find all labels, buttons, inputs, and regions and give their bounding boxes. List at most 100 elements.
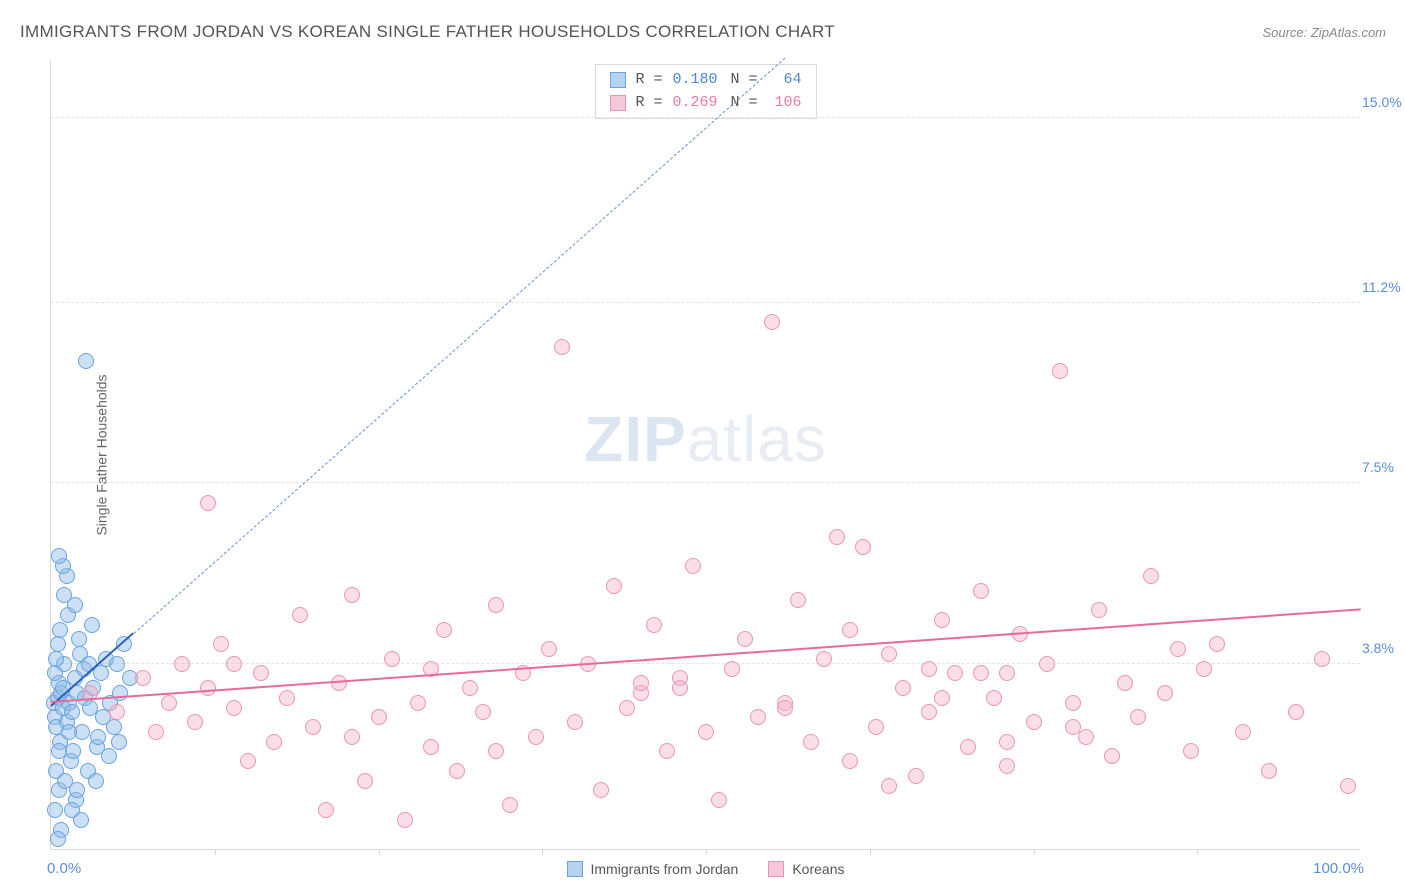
data-point-koreans xyxy=(737,631,753,647)
data-point-koreans xyxy=(488,597,504,613)
data-point-koreans xyxy=(947,665,963,681)
scatter-plot: ZIPatlas Single Father Households R =0.1… xyxy=(50,60,1360,850)
data-point-jordan xyxy=(101,748,117,764)
data-point-koreans xyxy=(659,743,675,759)
data-point-koreans xyxy=(816,651,832,667)
data-point-jordan xyxy=(90,729,106,745)
legend-swatch-icon xyxy=(609,95,625,111)
title-bar: IMMIGRANTS FROM JORDAN VS KOREAN SINGLE … xyxy=(20,22,1386,42)
grid-line xyxy=(51,482,1360,483)
data-point-jordan xyxy=(64,802,80,818)
data-point-koreans xyxy=(109,704,125,720)
series-legend: Immigrants from Jordan Koreans xyxy=(567,861,845,877)
data-point-koreans xyxy=(357,773,373,789)
data-point-koreans xyxy=(593,782,609,798)
data-point-koreans xyxy=(921,704,937,720)
data-point-koreans xyxy=(934,612,950,628)
data-point-jordan xyxy=(109,656,125,672)
data-point-koreans xyxy=(528,729,544,745)
data-point-koreans xyxy=(803,734,819,750)
data-point-koreans xyxy=(790,592,806,608)
grid-line xyxy=(51,663,1360,664)
data-point-koreans xyxy=(698,724,714,740)
data-point-jordan xyxy=(61,724,77,740)
data-point-koreans xyxy=(200,495,216,511)
data-point-koreans xyxy=(764,314,780,330)
x-tick xyxy=(870,849,871,855)
legend-swatch-icon xyxy=(768,861,784,877)
data-point-koreans xyxy=(449,763,465,779)
data-point-koreans xyxy=(646,617,662,633)
data-point-koreans xyxy=(475,704,491,720)
legend-n-label: N = xyxy=(731,69,758,92)
data-point-koreans xyxy=(161,695,177,711)
data-point-koreans xyxy=(200,680,216,696)
x-tick xyxy=(379,849,380,855)
legend-n-value: 64 xyxy=(768,69,802,92)
y-tick-label: 3.8% xyxy=(1362,640,1406,656)
y-axis-title: Single Father Households xyxy=(94,374,110,535)
data-point-jordan xyxy=(111,734,127,750)
source-attribution: Source: ZipAtlas.com xyxy=(1262,25,1386,40)
data-point-koreans xyxy=(1288,704,1304,720)
data-point-jordan xyxy=(50,831,66,847)
data-point-koreans xyxy=(554,339,570,355)
data-point-koreans xyxy=(253,665,269,681)
data-point-koreans xyxy=(462,680,478,696)
data-point-koreans xyxy=(187,714,203,730)
grid-line xyxy=(51,302,1360,303)
data-point-koreans xyxy=(384,651,400,667)
data-point-jordan xyxy=(48,651,64,667)
watermark: ZIPatlas xyxy=(584,402,827,476)
data-point-koreans xyxy=(960,739,976,755)
data-point-koreans xyxy=(973,665,989,681)
legend-series-label: Immigrants from Jordan xyxy=(591,861,739,877)
data-point-koreans xyxy=(567,714,583,730)
data-point-koreans xyxy=(410,695,426,711)
data-point-koreans xyxy=(633,675,649,691)
x-tick xyxy=(215,849,216,855)
data-point-koreans xyxy=(1183,743,1199,759)
data-point-jordan xyxy=(71,631,87,647)
data-point-jordan xyxy=(50,636,66,652)
data-point-koreans xyxy=(999,734,1015,750)
data-point-koreans xyxy=(292,607,308,623)
data-point-koreans xyxy=(1235,724,1251,740)
data-point-koreans xyxy=(842,622,858,638)
data-point-jordan xyxy=(52,622,68,638)
y-tick-label: 7.5% xyxy=(1362,459,1406,475)
data-point-koreans xyxy=(148,724,164,740)
x-tick xyxy=(1034,849,1035,855)
data-point-koreans xyxy=(1143,568,1159,584)
data-point-koreans xyxy=(711,792,727,808)
legend-series-label: Koreans xyxy=(792,861,844,877)
data-point-koreans xyxy=(541,641,557,657)
data-point-koreans xyxy=(842,753,858,769)
data-point-koreans xyxy=(135,670,151,686)
data-point-koreans xyxy=(855,539,871,555)
data-point-koreans xyxy=(397,812,413,828)
data-point-koreans xyxy=(279,690,295,706)
data-point-jordan xyxy=(64,704,80,720)
data-point-koreans xyxy=(1157,685,1173,701)
data-point-koreans xyxy=(750,709,766,725)
legend-stat-row-jordan: R =0.180N =64 xyxy=(609,69,801,92)
data-point-koreans xyxy=(1170,641,1186,657)
data-point-jordan xyxy=(47,802,63,818)
data-point-jordan xyxy=(65,743,81,759)
data-point-koreans xyxy=(371,709,387,725)
data-point-jordan xyxy=(51,548,67,564)
data-point-koreans xyxy=(881,646,897,662)
data-point-koreans xyxy=(1130,709,1146,725)
legend-r-label: R = xyxy=(635,92,662,115)
data-point-koreans xyxy=(488,743,504,759)
x-tick xyxy=(1197,849,1198,855)
data-point-koreans xyxy=(934,690,950,706)
x-tick xyxy=(706,849,707,855)
data-point-koreans xyxy=(1026,714,1042,730)
data-point-koreans xyxy=(908,768,924,784)
data-point-koreans xyxy=(213,636,229,652)
data-point-koreans xyxy=(1039,656,1055,672)
data-point-jordan xyxy=(106,719,122,735)
data-point-koreans xyxy=(226,656,242,672)
